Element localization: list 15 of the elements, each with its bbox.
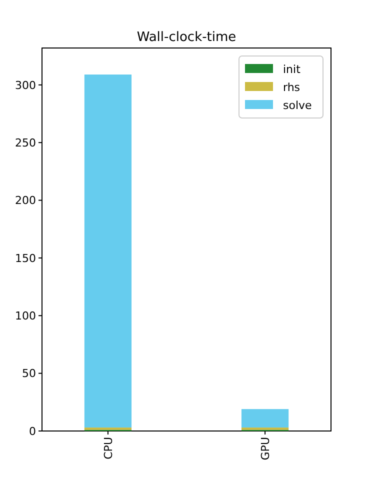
x-tick-label: CPU <box>102 437 115 460</box>
y-tick-label: 0 <box>29 424 36 438</box>
y-tick-label: 100 <box>15 309 36 322</box>
chart-title: Wall-clock-time <box>136 30 236 45</box>
y-tick-label: 250 <box>15 136 36 150</box>
x-tick-label: GPU <box>258 437 272 460</box>
y-tick-label: 150 <box>15 252 36 265</box>
legend-label: init <box>283 62 302 76</box>
y-tick-label: 300 <box>15 78 36 92</box>
bar <box>84 74 132 428</box>
legend-label: rhs <box>283 80 300 94</box>
y-tick-label: 50 <box>22 367 36 380</box>
bar <box>241 409 289 428</box>
y-tick-label: 200 <box>15 194 36 208</box>
legend-label: solve <box>283 98 312 112</box>
